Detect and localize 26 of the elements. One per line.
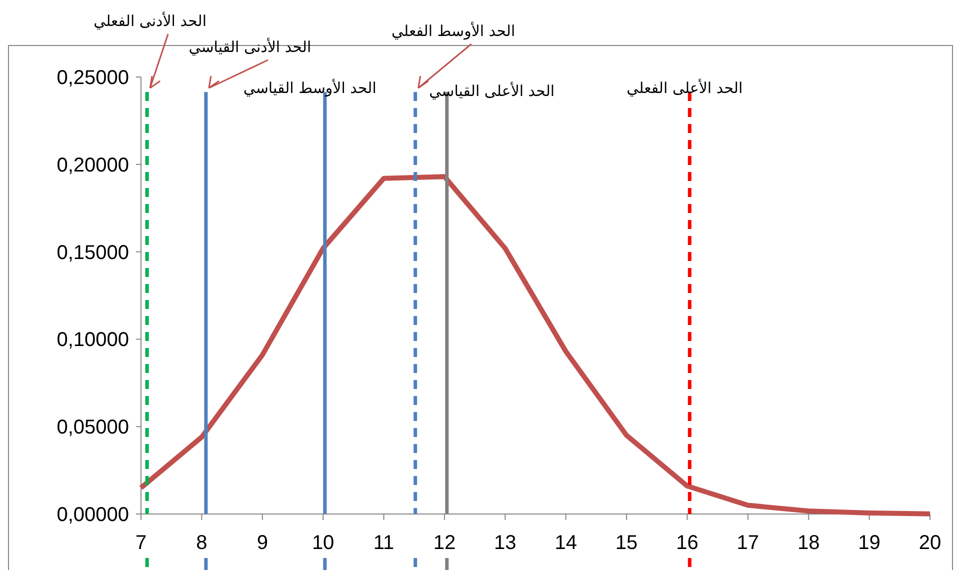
y-tick-label: 0,10000: [56, 329, 129, 352]
y-tick-label: 0,15000: [56, 242, 129, 264]
x-tick-label: 10: [312, 532, 334, 554]
x-tick-label: 15: [615, 532, 638, 554]
x-tick-label: 11: [373, 532, 394, 554]
x-tick-label: 16: [676, 532, 698, 554]
x-tick-label: 8: [196, 532, 208, 554]
y-tick-label: 0,25000: [56, 67, 129, 89]
ref-line-label: الحد الأدنى القياسي: [188, 37, 312, 56]
y-tick-label: 0,00000: [56, 504, 129, 526]
x-tick-label: 7: [135, 532, 147, 554]
ref-line-label: الحد الأوسط الفعلي: [392, 21, 516, 40]
x-tick-label: 14: [554, 532, 577, 554]
x-tick-label: 19: [858, 532, 880, 554]
x-tick-label: 17: [736, 532, 760, 554]
x-tick-label: 12: [433, 532, 456, 554]
ref-line-label: الحد الأعلى القياسي: [429, 81, 555, 100]
ref-line-label: الحد الأوسط القياسي: [243, 78, 376, 97]
ref-line-label: الحد الأعلى الفعلي: [626, 78, 743, 97]
ref-line-label: الحد الأدنى الفعلي: [94, 11, 207, 30]
y-tick-label: 0,20000: [56, 154, 129, 176]
y-tick-label: 0,05000: [56, 416, 129, 439]
x-tick-label: 9: [256, 532, 268, 554]
x-tick-label: 13: [494, 532, 516, 554]
x-tick-label: 20: [918, 532, 942, 554]
x-tick-label: 18: [797, 532, 820, 554]
